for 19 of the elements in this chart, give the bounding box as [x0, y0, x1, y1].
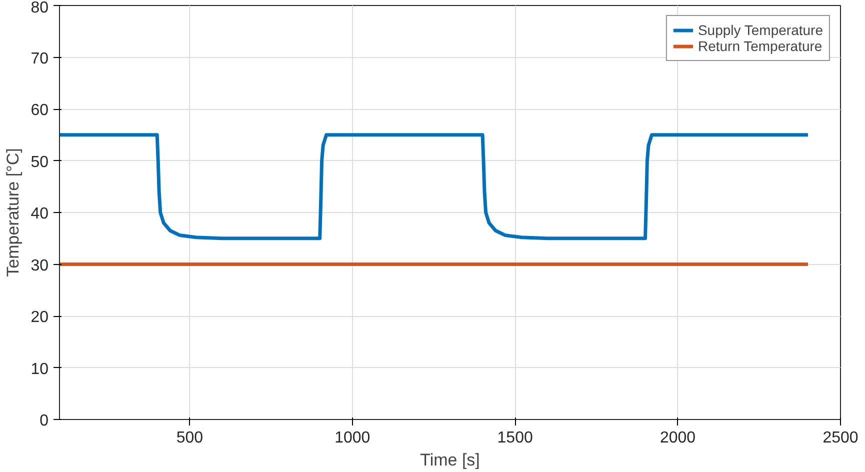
legend-label: Return Temperature: [698, 38, 822, 54]
x-tick-label: 2500: [822, 430, 858, 446]
x-axis-title: Time [s]: [420, 450, 480, 470]
y-axis-title: Temperature [°C]: [4, 148, 23, 277]
x-tick-label: 1500: [497, 430, 533, 446]
y-tick-label: 40: [30, 206, 49, 222]
y-tick-label: 80: [30, 0, 49, 16]
y-tick-label: 0: [40, 412, 49, 430]
y-tick-label: 60: [30, 102, 49, 119]
y-tick-label: 20: [30, 309, 49, 326]
line-series: [60, 133, 810, 240]
x-tick-label: 500: [176, 430, 204, 446]
y-tick-label: 10: [30, 360, 49, 378]
legend-label: Supply Temperature: [698, 22, 823, 38]
y-tick-label: 50: [30, 154, 49, 171]
y-tick-label: 30: [30, 257, 49, 274]
x-tick-label: 1000: [334, 430, 370, 446]
x-tick-label: 2000: [660, 430, 696, 446]
y-tick-label: 70: [30, 50, 49, 68]
